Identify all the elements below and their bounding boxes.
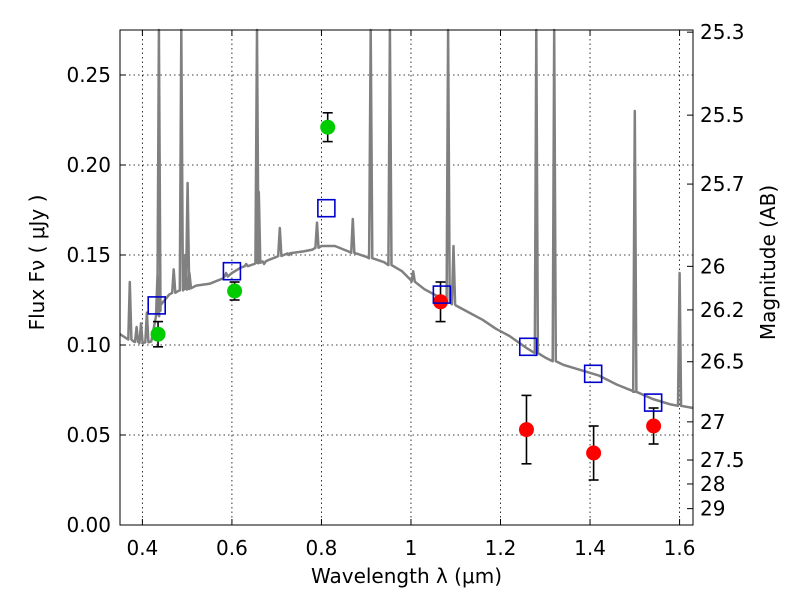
right-tick-label: 26.5 — [700, 350, 745, 374]
y-tick-label: 0.25 — [66, 63, 111, 87]
data-markers — [147, 112, 663, 481]
model-point-square — [432, 285, 452, 304]
right-tick-label: 27.5 — [700, 448, 745, 472]
right-axis-label: Magnitude (AB) — [756, 185, 780, 340]
model-point-square — [222, 261, 242, 281]
y-tick-label: 0.15 — [66, 243, 111, 267]
right-tick-label: 28 — [700, 472, 725, 496]
data-point-circle — [586, 445, 602, 461]
data-point-circle — [320, 119, 336, 135]
right-tick-label: 26.2 — [700, 298, 745, 322]
right-tick-label: 25.5 — [700, 103, 745, 127]
data-point-circle — [646, 418, 662, 434]
x-axis-label: Wavelength λ (μm) — [311, 564, 502, 588]
data-point-circle — [227, 283, 243, 299]
data-point-circle — [518, 422, 534, 438]
x-tick-label: 1.2 — [485, 536, 517, 560]
data-point-circle — [433, 294, 449, 310]
right-tick-label: 29 — [700, 497, 725, 521]
right-tick-label: 25.3 — [700, 20, 745, 44]
right-tick-label: 27 — [700, 410, 725, 434]
x-tick-label: 0.4 — [126, 536, 158, 560]
y-tick-label: 0.10 — [66, 333, 111, 357]
axis-ticks: 0.4 0.6 0.8 1 1.2 1.4 1.6 0.00 0.05 0.10 0.15 0.20 0… — [66, 20, 744, 560]
model-point-square — [317, 198, 336, 218]
y-tick-label: 0.20 — [66, 153, 111, 177]
data-point-circle — [150, 326, 166, 342]
x-tick-label: 1.6 — [664, 536, 696, 560]
model-point-square — [518, 337, 538, 357]
y-tick-label: 0.00 — [66, 513, 111, 537]
right-tick-label: 26 — [700, 254, 725, 278]
plot-frame — [119, 29, 694, 526]
model-spectrum-line — [119, 28, 694, 410]
model-point-square — [583, 364, 603, 384]
grid-lines — [120, 30, 693, 526]
right-tick-label: 25.7 — [700, 172, 745, 196]
x-tick-label: 0.6 — [216, 536, 248, 560]
x-tick-label: 1.4 — [574, 536, 606, 560]
x-tick-label: 1 — [405, 536, 418, 560]
model-spectrum — [119, 28, 694, 410]
model-point-square — [147, 296, 167, 315]
model-point-square — [643, 393, 663, 412]
x-tick-label: 0.8 — [306, 536, 338, 560]
y-axis-label: Flux Fν ( μJy ) — [25, 195, 49, 331]
y-tick-label: 0.05 — [66, 423, 111, 447]
